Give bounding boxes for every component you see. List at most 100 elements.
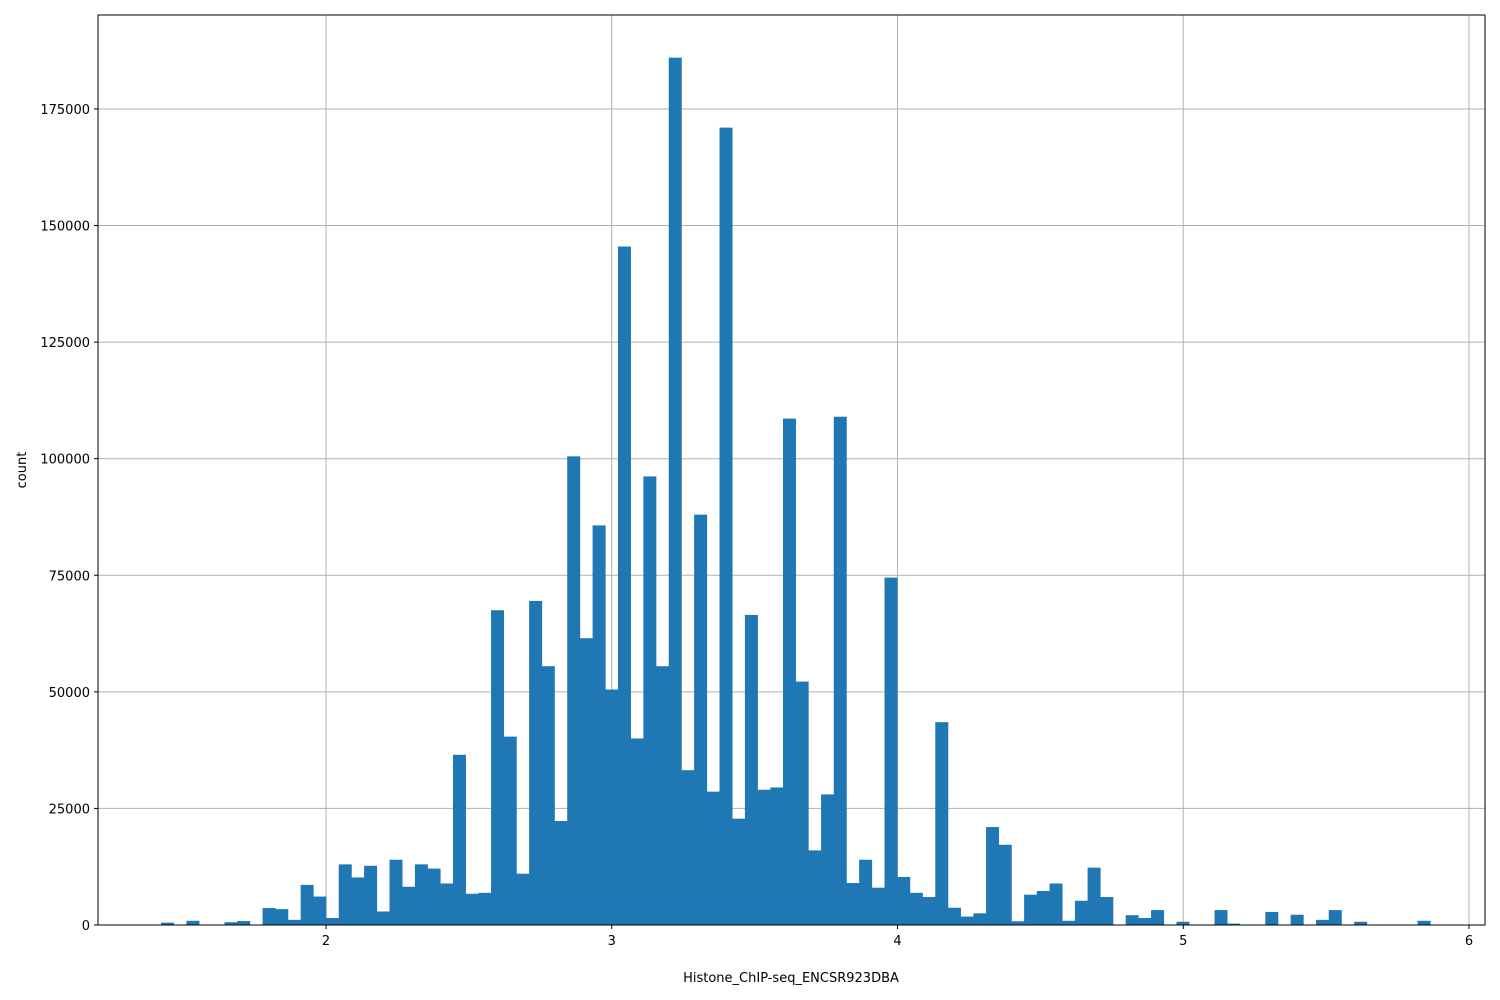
- x-axis-label: Histone_ChIP-seq_ENCSR923DBA: [683, 971, 899, 986]
- x-tick-label: 5: [1179, 934, 1187, 949]
- histogram-bar: [427, 868, 441, 925]
- histogram-bar: [871, 887, 885, 925]
- histogram-bar: [326, 918, 340, 925]
- histogram-bar: [617, 246, 631, 925]
- histogram-bar: [630, 738, 644, 925]
- histogram-bar: [859, 859, 873, 925]
- histogram-bar: [706, 791, 720, 925]
- y-tick-label: 25000: [49, 802, 90, 817]
- histogram-bar: [364, 865, 378, 925]
- histogram-bar: [795, 681, 809, 925]
- histogram-bar: [922, 897, 936, 925]
- histogram-bar: [732, 818, 746, 925]
- histogram-bar: [351, 877, 365, 925]
- histogram-bar: [440, 883, 454, 925]
- histogram-bar: [402, 886, 416, 925]
- histogram-bar: [465, 893, 479, 925]
- x-tick-label: 6: [1465, 934, 1473, 949]
- histogram-bar: [529, 600, 543, 925]
- histogram-bar: [237, 921, 251, 925]
- histogram-bar: [1024, 894, 1038, 925]
- histogram-bar: [1227, 923, 1241, 925]
- histogram-bar: [947, 907, 961, 925]
- histogram-bar: [1316, 919, 1330, 925]
- histogram-bar: [389, 859, 403, 925]
- histogram-bar: [1036, 890, 1050, 925]
- histogram-bar: [186, 920, 200, 925]
- histogram-bar: [1062, 920, 1076, 925]
- histogram-bar: [998, 844, 1012, 925]
- histogram-bar: [452, 754, 466, 925]
- histogram-bar: [643, 476, 657, 925]
- histogram-bar: [1138, 918, 1152, 925]
- histogram-bar: [605, 689, 619, 925]
- histogram-bar: [338, 864, 352, 925]
- y-tick-label: 100000: [40, 453, 90, 468]
- histogram-bar: [313, 896, 327, 925]
- histogram-bar: [478, 892, 492, 925]
- histogram-bar: [897, 876, 911, 925]
- histogram-bar: [1011, 921, 1025, 925]
- x-axis-ticks: 2 3 4 5 6: [322, 925, 1473, 949]
- histogram-bar: [973, 913, 987, 925]
- histogram-bar: [224, 922, 238, 925]
- histogram-bar: [414, 864, 428, 925]
- histogram-bar: [960, 916, 974, 925]
- histogram-bar: [567, 456, 581, 925]
- histogram-bar: [1100, 897, 1114, 925]
- histogram-bar: [884, 577, 898, 925]
- y-tick-label: 0: [82, 919, 90, 934]
- histogram-bar: [935, 722, 949, 925]
- histogram-bar: [579, 638, 593, 925]
- histogram-bar: [491, 610, 505, 925]
- histogram-bar: [1328, 910, 1342, 925]
- histogram-bar: [846, 883, 860, 925]
- plot-frame: [97, 14, 1486, 926]
- histogram-bar: [1265, 911, 1279, 925]
- histogram-bar: [986, 827, 1000, 925]
- y-axis-ticks: 0 25000 50000 75000 100000 125000 150000 175000: [40, 103, 98, 934]
- histogram-bar: [541, 666, 555, 925]
- histogram-bar: [1151, 910, 1165, 925]
- histogram-bar: [1176, 921, 1190, 925]
- histogram-bar: [668, 57, 682, 926]
- y-tick-label: 75000: [49, 569, 90, 584]
- histogram-bar: [1354, 921, 1368, 925]
- x-tick-label: 2: [322, 934, 330, 949]
- histogram-bar: [757, 789, 771, 925]
- histogram-bar: [1087, 867, 1101, 925]
- histogram-bar: [1049, 883, 1063, 925]
- histogram-bar: [821, 794, 835, 925]
- y-tick-label: 125000: [40, 336, 90, 351]
- histogram-bar: [719, 127, 733, 925]
- histogram-bar: [1074, 900, 1088, 925]
- histogram-bar: [1125, 915, 1139, 925]
- histogram-bar: [833, 416, 847, 925]
- y-tick-label: 175000: [40, 103, 90, 118]
- histogram-bar: [554, 821, 568, 925]
- histogram-bar: [656, 666, 670, 925]
- histogram-bar: [376, 911, 390, 925]
- y-axis-label: count: [15, 452, 30, 489]
- histogram-bar: [262, 907, 276, 925]
- histogram-bar: [909, 892, 923, 925]
- histogram-bar: [161, 922, 175, 925]
- x-tick-label: 3: [608, 934, 616, 949]
- histogram-bar: [592, 525, 606, 925]
- histogram-bar: [516, 873, 530, 925]
- histogram-bar: [1290, 914, 1304, 925]
- histogram-bar: [1214, 910, 1228, 925]
- histogram-bar: [275, 909, 289, 925]
- y-tick-label: 50000: [49, 686, 90, 701]
- histogram-bar: [287, 919, 301, 925]
- histogram-bar: [681, 770, 695, 925]
- histogram-bar: [808, 850, 822, 925]
- histogram-bar: [503, 736, 517, 925]
- histogram-bar: [694, 514, 708, 925]
- histogram-bars: [161, 57, 1431, 926]
- histogram-bar: [300, 884, 314, 925]
- histogram-bar: [744, 614, 758, 925]
- histogram-bar: [782, 418, 796, 925]
- x-tick-label: 4: [893, 934, 901, 949]
